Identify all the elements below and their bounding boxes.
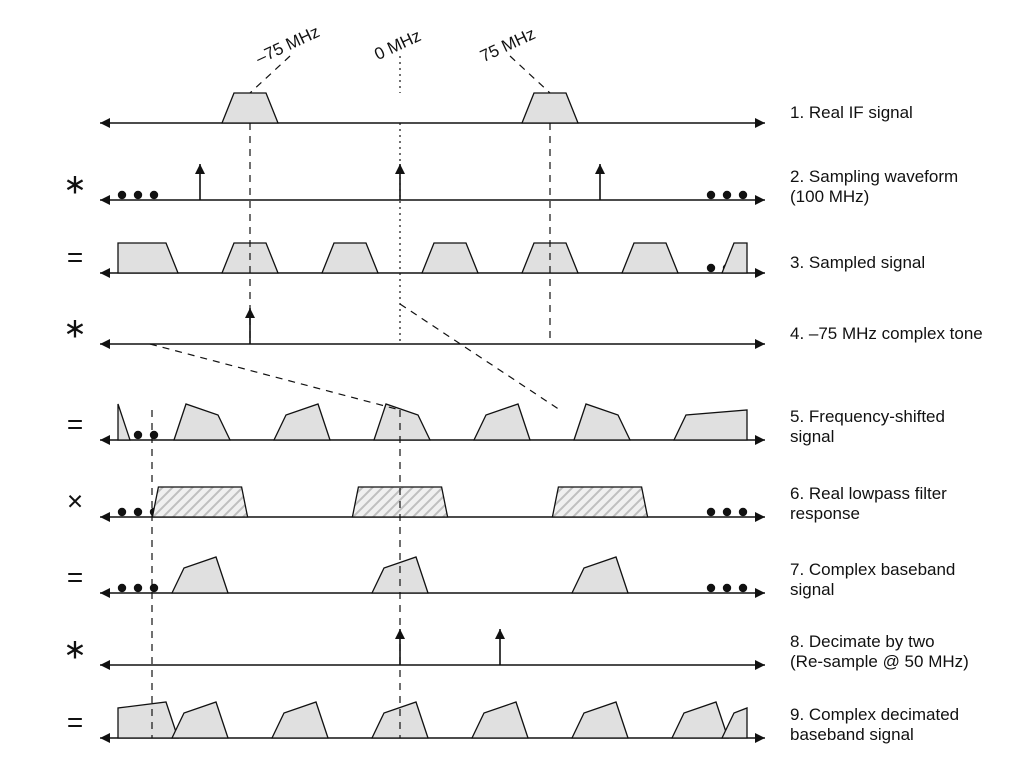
operator-symbol: ∗	[63, 312, 86, 343]
row-label-line: 4. –75 MHz complex tone	[790, 324, 983, 343]
dsp-spectrum-diagram: –75 MHz0 MHz75 MHz1. Real IF signal∗2. S…	[0, 0, 1017, 776]
ellipsis-dot	[707, 584, 715, 592]
row-label-3: 4. –75 MHz complex tone	[790, 324, 983, 343]
row-label-line: 1. Real IF signal	[790, 103, 913, 122]
row-label-line: 5. Frequency-shifted	[790, 407, 945, 426]
row-label-line: 9. Complex decimated	[790, 705, 959, 724]
operator-symbol: =	[67, 561, 83, 592]
ellipsis-dot	[739, 191, 747, 199]
ellipsis-dot	[707, 191, 715, 199]
operator-symbol: ×	[67, 485, 83, 516]
ellipsis-dot	[150, 431, 158, 439]
row-label-line: response	[790, 504, 860, 523]
row-label-line: 2. Sampling waveform	[790, 167, 958, 186]
ellipsis-dot	[150, 584, 158, 592]
row-label-line: signal	[790, 427, 834, 446]
row-8: = 9. Complex decimatedbaseband signal	[67, 702, 959, 744]
row-label-2: 3. Sampled signal	[790, 253, 925, 272]
ellipsis-dot	[739, 508, 747, 516]
operator-symbol: =	[67, 706, 83, 737]
operator-symbol: ∗	[63, 168, 86, 199]
ellipsis-dot	[723, 584, 731, 592]
ellipsis-dot	[723, 508, 731, 516]
row-label-line: (Re-sample @ 50 MHz)	[790, 652, 969, 671]
spectrum-trapezoid	[552, 487, 647, 517]
row-label-line: 3. Sampled signal	[790, 253, 925, 272]
ellipsis-dot	[707, 508, 715, 516]
operator-symbol: =	[67, 241, 83, 272]
ellipsis-dot	[134, 584, 142, 592]
operator-symbol: ∗	[63, 633, 86, 664]
operator-symbol: =	[67, 408, 83, 439]
ellipsis-dot	[723, 191, 731, 199]
ellipsis-dot	[150, 191, 158, 199]
ellipsis-dot	[118, 584, 126, 592]
ellipsis-dot	[739, 584, 747, 592]
ellipsis-dot	[707, 264, 715, 272]
ellipsis-dot	[118, 508, 126, 516]
row-label-line: signal	[790, 580, 834, 599]
ellipsis-dot	[134, 191, 142, 199]
row-label-line: 7. Complex baseband	[790, 560, 955, 579]
spectrum-trapezoid	[152, 487, 247, 517]
ellipsis-dot	[134, 508, 142, 516]
ellipsis-dot	[134, 431, 142, 439]
row-label-0: 1. Real IF signal	[790, 103, 913, 122]
row-4: = 5. Frequency-shiftedsignal	[67, 404, 945, 446]
row-label-line: (100 MHz)	[790, 187, 869, 206]
row-label-line: baseband signal	[790, 725, 914, 744]
row-label-line: 6. Real lowpass filter	[790, 484, 947, 503]
ellipsis-dot	[118, 191, 126, 199]
row-label-line: 8. Decimate by two	[790, 632, 935, 651]
